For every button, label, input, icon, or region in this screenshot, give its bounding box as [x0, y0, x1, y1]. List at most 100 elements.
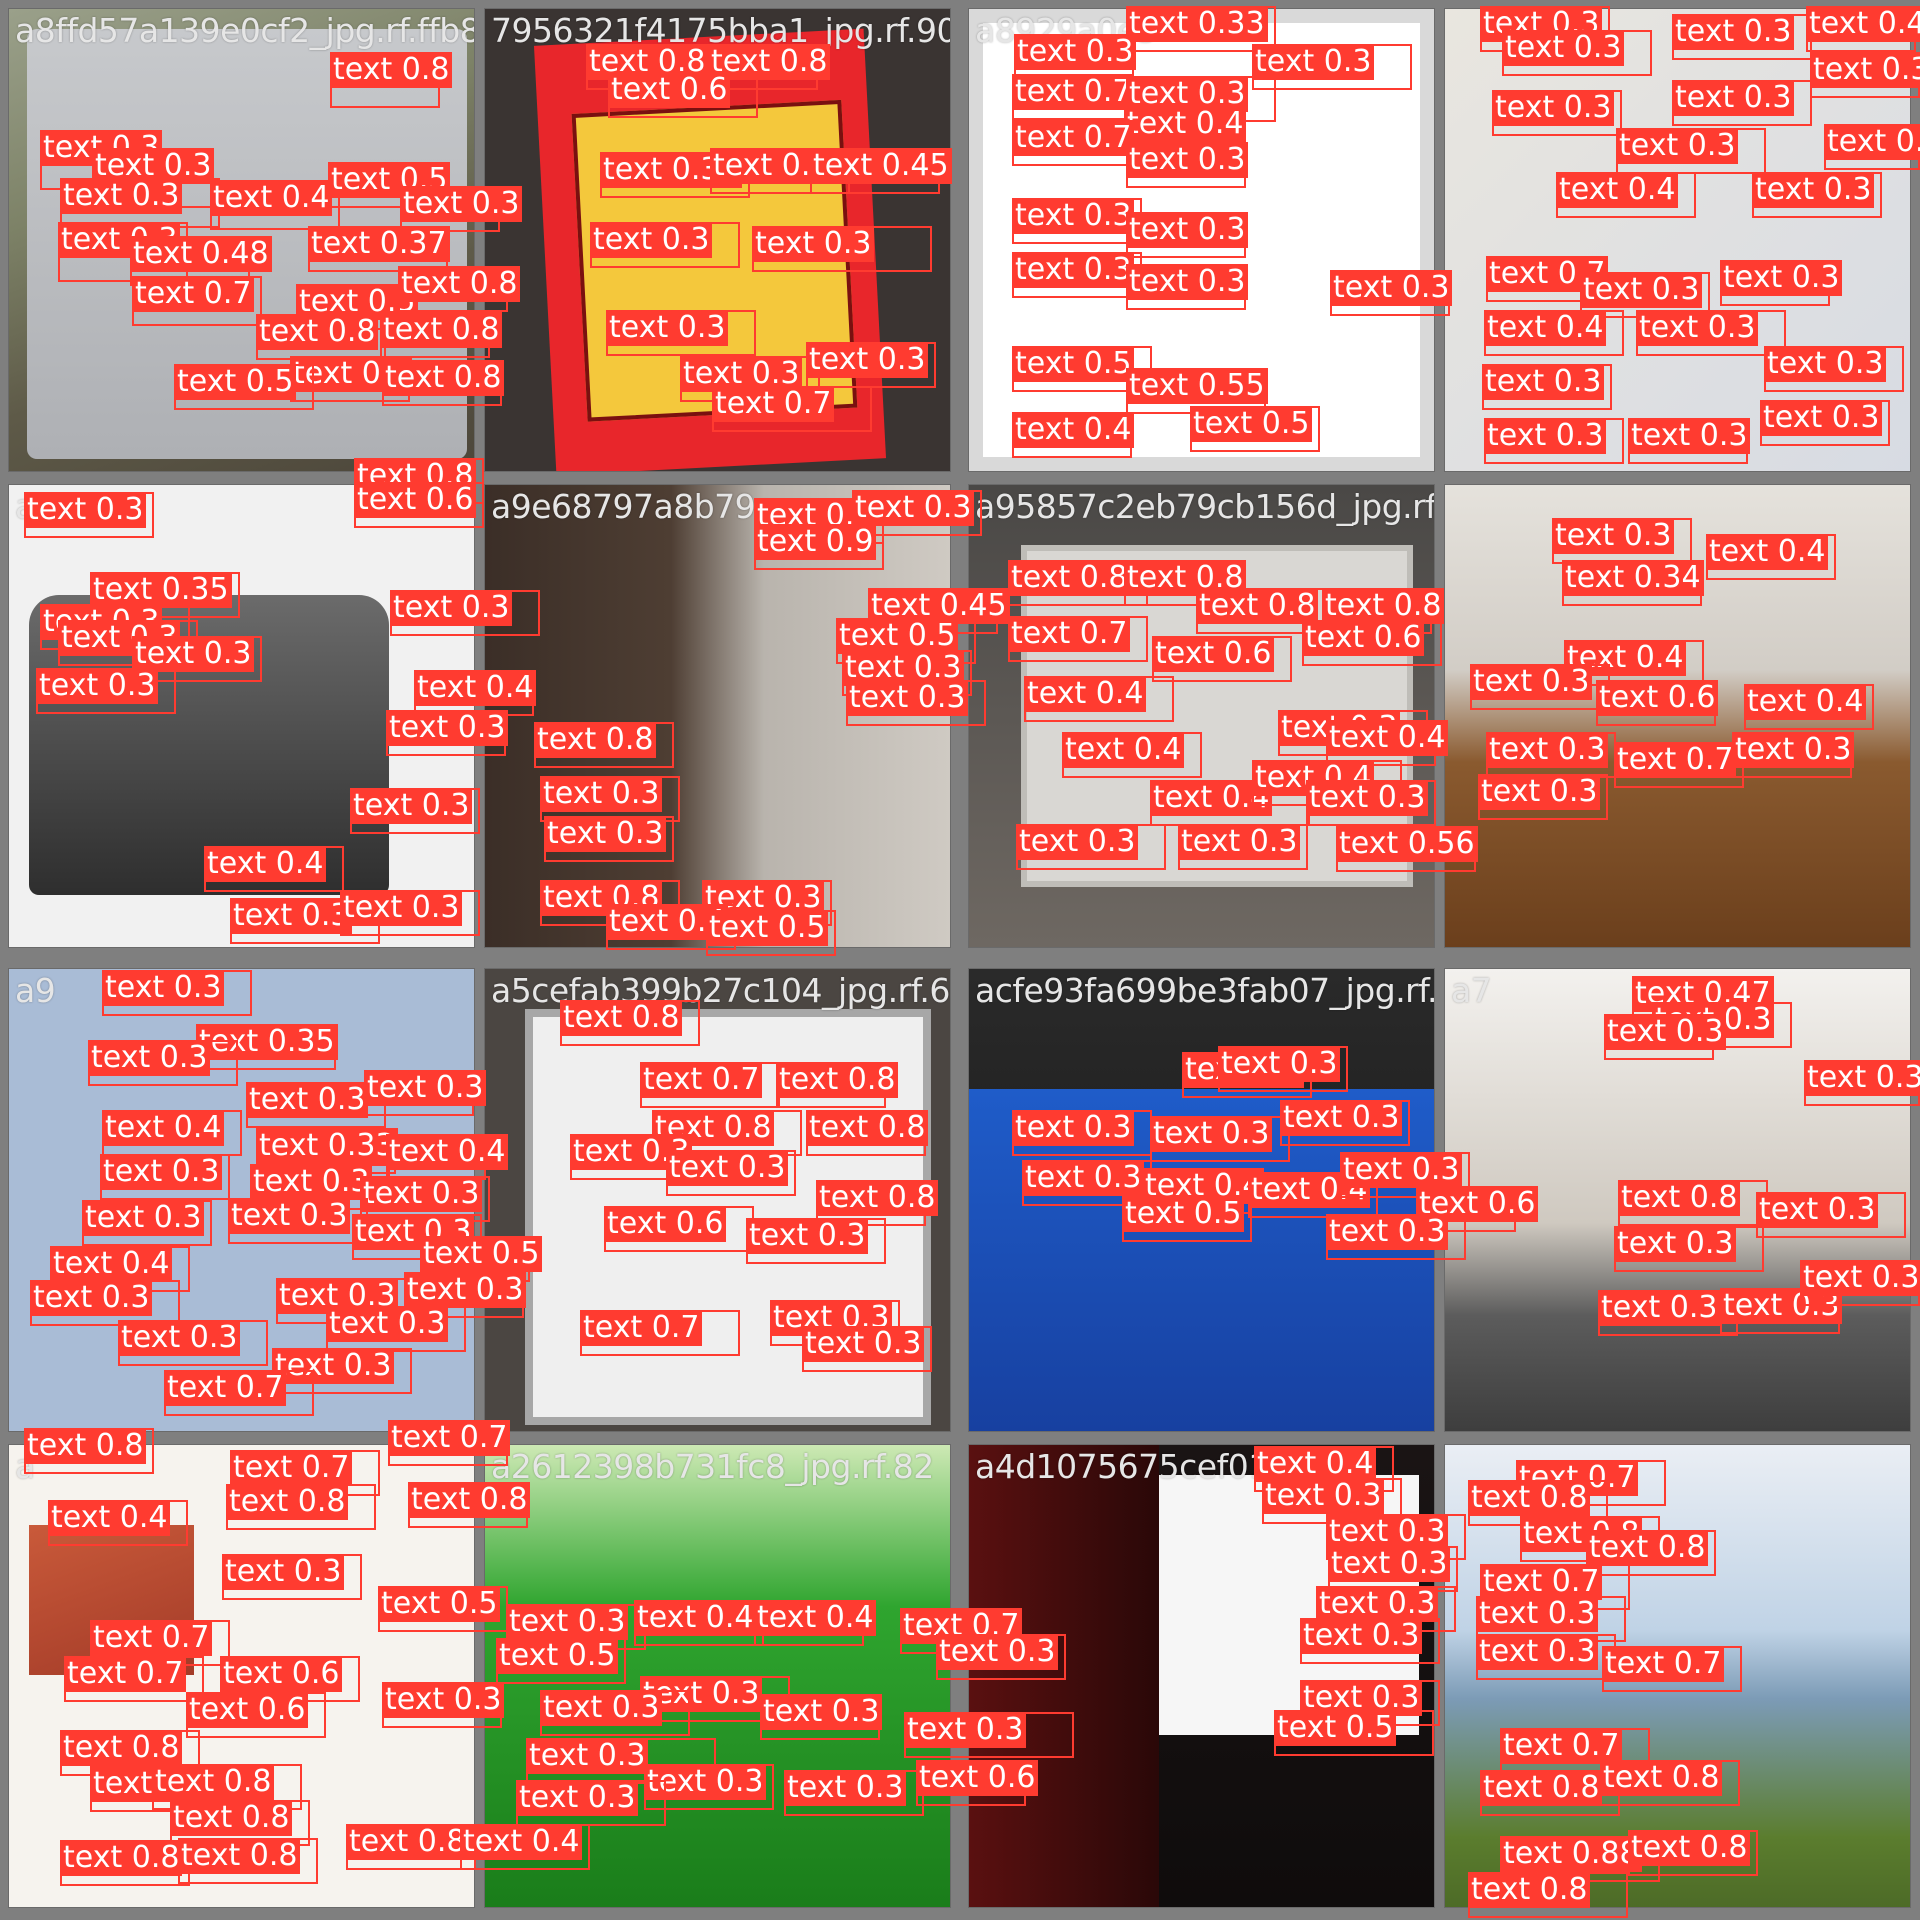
- detection-class: text: [757, 524, 817, 559]
- detection-score: 0.7: [1083, 120, 1132, 155]
- detection-class: text: [1015, 412, 1075, 447]
- detection-class: text: [1487, 310, 1547, 345]
- detection-label: text 0.4: [1254, 1446, 1377, 1482]
- detection-score: 0.88: [1571, 1836, 1639, 1871]
- detection-label: text 0.3: [272, 1348, 395, 1384]
- detection-label: text 0.3: [1616, 128, 1739, 164]
- detection-label: text 0.3: [400, 186, 523, 222]
- detection-box: text 0.5: [1274, 1710, 1434, 1756]
- detection-class: text: [1017, 34, 1077, 69]
- detection-class: text: [233, 898, 293, 933]
- detection-class: text: [1601, 1290, 1661, 1325]
- detection-class: text: [1505, 30, 1565, 65]
- detection-score: 0.3: [677, 310, 726, 345]
- detection-score: 0.7: [1587, 1460, 1636, 1495]
- detection-score: 0.3: [1743, 80, 1792, 115]
- detection-label: text 0.55: [1126, 368, 1268, 404]
- detection-score: 0.3: [1083, 252, 1132, 287]
- detection-score: 0.5: [449, 1586, 498, 1621]
- detection-label: text 0.4: [460, 1824, 583, 1860]
- detection-class: text: [121, 1320, 181, 1355]
- detection-label: text 0.3: [1672, 80, 1795, 116]
- detection-label: text 0.8: [346, 1824, 469, 1860]
- detection-score: 0.3: [1401, 270, 1450, 305]
- detection-label: text 0.4: [606, 904, 729, 940]
- detection-class: text: [1319, 1586, 1379, 1621]
- detection-class: text: [1487, 418, 1547, 453]
- detection-score: 0.4: [1555, 310, 1604, 345]
- detection-box: text 0.8: [60, 1840, 190, 1886]
- detection-label: text 0.3: [1328, 1546, 1451, 1582]
- detection-label: text 0.6: [1302, 620, 1425, 656]
- detection-score: 0.7: [135, 1656, 184, 1691]
- detection-label: text 0.3: [364, 1070, 487, 1106]
- detection-label: text 0.9: [754, 524, 877, 560]
- detection-class: text: [1495, 90, 1555, 125]
- detection-class: text: [519, 1780, 579, 1815]
- detection-score: 0.3: [1791, 260, 1840, 295]
- detection-box: text 0.3: [904, 1712, 1074, 1758]
- detection-label: text 0.8: [806, 1110, 929, 1146]
- detection-score: 0.5: [491, 1236, 540, 1271]
- detection-class: text: [1485, 364, 1545, 399]
- detection-label: text 0.5: [836, 618, 959, 654]
- detection-class: text: [1129, 142, 1189, 177]
- detection-label: text 0.4: [1326, 720, 1449, 756]
- detection-class: text: [1153, 780, 1213, 815]
- detection-label: text 0.3: [752, 226, 875, 262]
- detection-score: 0.8: [877, 1110, 926, 1145]
- detection-label: text 0.48: [130, 236, 272, 272]
- detection-box: text 0.4: [634, 1600, 764, 1646]
- detection-label: text 0.8: [226, 1484, 349, 1520]
- detection-class: text: [27, 1428, 87, 1463]
- detection-label: text 0.8: [586, 44, 709, 80]
- detection-label: text 0.3: [590, 222, 713, 258]
- detection-box: text 0.3: [1326, 1514, 1466, 1560]
- detection-score: 0.8: [453, 360, 502, 395]
- detection-score: 0.3: [1831, 400, 1880, 435]
- detection-label: text 0.3: [852, 490, 975, 526]
- detection-class: text: [809, 1110, 869, 1145]
- detection-box: text 0.3: [936, 1634, 1066, 1680]
- detection-box: text 0.3: [590, 222, 740, 268]
- detection-label: text 0.8: [1628, 1830, 1751, 1866]
- detection-class: text: [1617, 742, 1677, 777]
- detection-box: text 0.7: [132, 276, 262, 326]
- detection-box: text 0.3: [1492, 90, 1622, 136]
- detection-class: text: [1523, 1516, 1583, 1551]
- detection-score: 0.3: [1351, 1100, 1400, 1135]
- detection-label: text 0.3: [904, 1712, 1027, 1748]
- detection-score: 0.6: [675, 1206, 724, 1241]
- detection-score: 0.3: [299, 1198, 348, 1233]
- detection-score: 0.7: [1571, 1728, 1620, 1763]
- detection-label: text 0.3: [680, 356, 803, 392]
- detection-label: text 0.3: [1306, 780, 1429, 816]
- detection-box: text 0.3: [1150, 1116, 1290, 1162]
- detection-box: text 0.7: [1614, 742, 1744, 788]
- detection-label: text 0.3: [382, 1682, 505, 1718]
- detection-class: text: [1675, 80, 1735, 115]
- detection-score: 0.6: [1667, 680, 1716, 715]
- detection-class: text: [1607, 1014, 1667, 1049]
- detection-label: text 0.4: [1012, 412, 1135, 448]
- detection-box: text 0.3: [82, 1200, 212, 1246]
- detection-score: 0.8: [1689, 1180, 1738, 1215]
- detection-score: 0.4: [1195, 106, 1244, 141]
- detection-score: 0.35: [267, 1024, 335, 1059]
- detection-box: text 0.3: [326, 1306, 466, 1352]
- detection-box: text 0.8: [398, 266, 521, 312]
- detection-score: 0.3: [817, 1218, 866, 1253]
- detection-score: 0.34: [1633, 560, 1701, 595]
- detection-label: text 0.7: [90, 1620, 213, 1656]
- detection-label: text 0.3: [1326, 1514, 1449, 1550]
- detection-label: text 0.3: [1800, 1260, 1920, 1296]
- detection-class: text: [1265, 1478, 1325, 1513]
- detection-class: text: [105, 1110, 165, 1145]
- detection-class: text: [609, 310, 669, 345]
- detection-score: 0.3: [1221, 1116, 1270, 1151]
- detection-score: 0.3: [615, 816, 664, 851]
- detection-class: text: [299, 284, 359, 319]
- detection-label: text 0.3: [540, 776, 663, 812]
- detection-class: text: [259, 314, 319, 349]
- detection-class: text: [389, 1134, 449, 1169]
